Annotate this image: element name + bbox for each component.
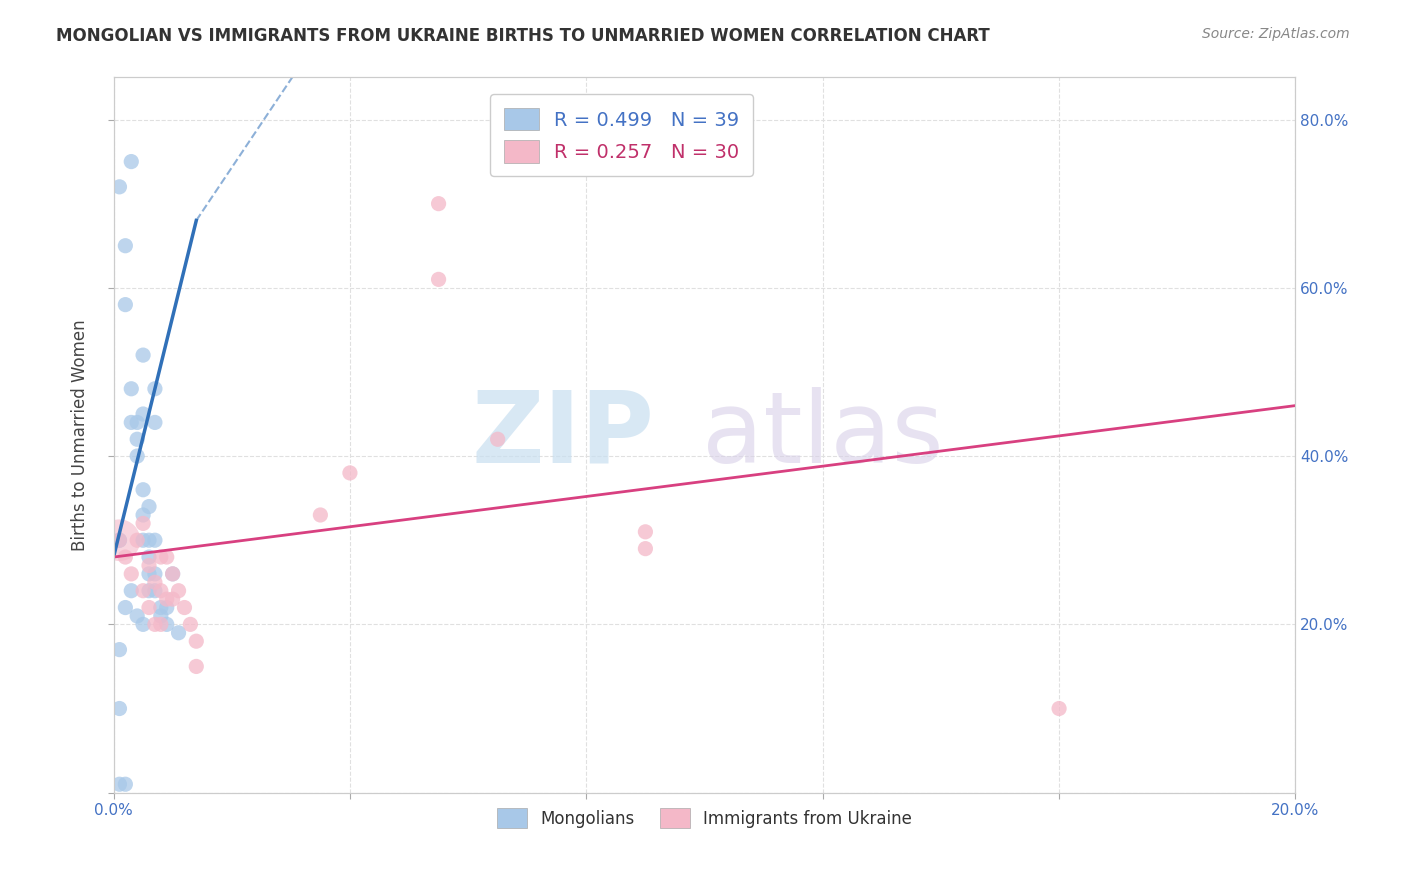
Point	[143, 382, 166, 396]
Point	[108, 533, 131, 548]
Point	[132, 483, 155, 497]
Point	[167, 583, 190, 598]
Point	[138, 600, 160, 615]
Text: Source: ZipAtlas.com: Source: ZipAtlas.com	[1202, 27, 1350, 41]
Point	[108, 533, 131, 548]
Text: ZIP: ZIP	[471, 386, 654, 483]
Point	[138, 500, 160, 514]
Text: MONGOLIAN VS IMMIGRANTS FROM UKRAINE BIRTHS TO UNMARRIED WOMEN CORRELATION CHART: MONGOLIAN VS IMMIGRANTS FROM UKRAINE BIR…	[56, 27, 990, 45]
Point	[156, 592, 179, 607]
Point	[127, 432, 149, 446]
Point	[149, 600, 172, 615]
Point	[132, 407, 155, 421]
Point	[186, 659, 208, 673]
Point	[120, 154, 142, 169]
Point	[120, 416, 142, 430]
Legend: Mongolians, Immigrants from Ukraine: Mongolians, Immigrants from Ukraine	[491, 802, 918, 834]
Point	[634, 541, 657, 556]
Point	[143, 533, 166, 548]
Point	[162, 592, 184, 607]
Point	[162, 566, 184, 581]
Point	[173, 600, 195, 615]
Point	[120, 583, 142, 598]
Point	[114, 238, 136, 252]
Point	[186, 634, 208, 648]
Point	[132, 583, 155, 598]
Point	[143, 617, 166, 632]
Point	[634, 524, 657, 539]
Point	[156, 550, 179, 565]
Point	[127, 533, 149, 548]
Point	[138, 583, 160, 598]
Point	[114, 550, 136, 565]
Point	[149, 550, 172, 565]
Point	[162, 566, 184, 581]
Point	[138, 558, 160, 573]
Point	[127, 416, 149, 430]
Point	[486, 432, 509, 446]
Point	[108, 642, 131, 657]
Point	[108, 179, 131, 194]
Point	[309, 508, 332, 522]
Point	[149, 609, 172, 624]
Point	[114, 600, 136, 615]
Point	[1047, 701, 1070, 715]
Point	[167, 625, 190, 640]
Point	[127, 449, 149, 463]
Point	[427, 272, 450, 286]
Point	[132, 348, 155, 362]
Point	[127, 609, 149, 624]
Point	[108, 777, 131, 791]
Point	[138, 550, 160, 565]
Point	[143, 583, 166, 598]
Point	[132, 617, 155, 632]
Point	[149, 583, 172, 598]
Point	[120, 566, 142, 581]
Point	[132, 508, 155, 522]
Point	[114, 777, 136, 791]
Point	[108, 701, 131, 715]
Point	[143, 416, 166, 430]
Point	[156, 617, 179, 632]
Point	[143, 566, 166, 581]
Point	[149, 617, 172, 632]
Point	[156, 600, 179, 615]
Point	[108, 533, 131, 548]
Point	[138, 566, 160, 581]
Point	[132, 516, 155, 531]
Point	[339, 466, 361, 480]
Point	[143, 575, 166, 590]
Point	[427, 196, 450, 211]
Point	[120, 382, 142, 396]
Point	[114, 298, 136, 312]
Point	[138, 533, 160, 548]
Point	[179, 617, 201, 632]
Text: atlas: atlas	[702, 386, 943, 483]
Y-axis label: Births to Unmarried Women: Births to Unmarried Women	[72, 319, 89, 551]
Point	[132, 533, 155, 548]
